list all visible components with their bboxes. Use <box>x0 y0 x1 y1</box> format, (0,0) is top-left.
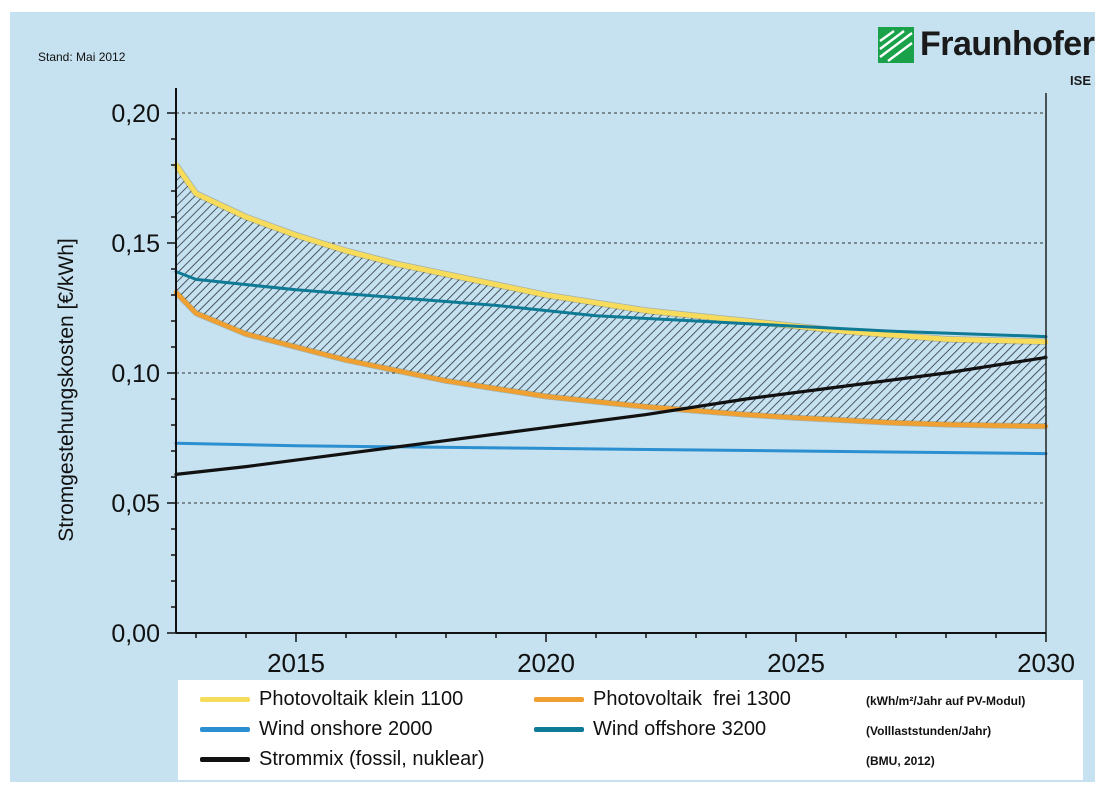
legend-label: Photovoltaik frei 1300 <box>593 687 791 710</box>
series-layer <box>173 162 1049 476</box>
series-line <box>173 290 1049 429</box>
y-tick-label: 0,20 <box>111 100 160 128</box>
legend-swatch-wind-onshore <box>200 726 250 732</box>
hatched-band-layer <box>176 165 1046 427</box>
legend: Photovoltaik klein 1100 Photovoltaik fre… <box>178 680 1083 780</box>
series-line <box>174 441 1048 456</box>
legend-item-strommix: Strommix (fossil, nuklear) <box>200 747 485 771</box>
fraunhofer-logo-icon <box>878 27 914 63</box>
y-tick-label: 0,15 <box>111 230 160 258</box>
legend-swatch-wind-offshore <box>534 726 584 732</box>
legend-note-source: (BMU, 2012) <box>866 754 935 768</box>
legend-label: Photovoltaik klein 1100 <box>259 687 464 710</box>
legend-label: Wind onshore 2000 <box>259 717 433 740</box>
hatched-band <box>176 165 1046 427</box>
legend-label: Wind offshore 3200 <box>593 717 767 740</box>
legend-note-wind-unit: (Volllaststunden/Jahr) <box>866 724 992 738</box>
y-tick-label: 0,05 <box>111 490 160 518</box>
legend-item-pv-frei: Photovoltaik frei 1300 <box>534 687 791 711</box>
legend-swatch-strommix <box>200 756 250 762</box>
series-line <box>174 355 1048 476</box>
legend-note-pv-unit: (kWh/m²/Jahr auf PV-Modul) <box>866 694 1026 708</box>
x-tick-label: 2020 <box>517 648 575 678</box>
legend-item-wind-offshore: Wind offshore 3200 <box>534 717 766 741</box>
fraunhofer-logo: Fraunhofer ISE <box>878 25 1095 95</box>
logo-sub: ISE <box>1070 73 1091 88</box>
y-tick-label: 0,10 <box>111 360 160 388</box>
x-tick-label: 2025 <box>767 648 825 678</box>
legend-label: Strommix (fossil, nuklear) <box>259 747 485 770</box>
legend-item-wind-onshore: Wind onshore 2000 <box>200 717 432 741</box>
x-tick-label: 2015 <box>267 648 325 678</box>
y-axis-label: Stromgestehungskosten [€/kWh] <box>55 238 78 542</box>
legend-item-pv-klein: Photovoltaik klein 1100 <box>200 687 463 711</box>
logo-name: Fraunhofer <box>920 25 1095 63</box>
stand-date-label: Stand: Mai 2012 <box>38 50 126 64</box>
x-tick-label: 2030 <box>1017 648 1075 678</box>
legend-swatch-pv-klein <box>200 696 250 702</box>
legend-swatch-pv-frei <box>534 696 584 702</box>
series-line <box>173 162 1049 345</box>
series-line <box>174 270 1048 339</box>
y-tick-label: 0,00 <box>111 620 160 648</box>
axis-layer: 0,00 0,05 0,10 0,15 0,20 2015 2020 2025 2030 <box>111 88 1075 678</box>
